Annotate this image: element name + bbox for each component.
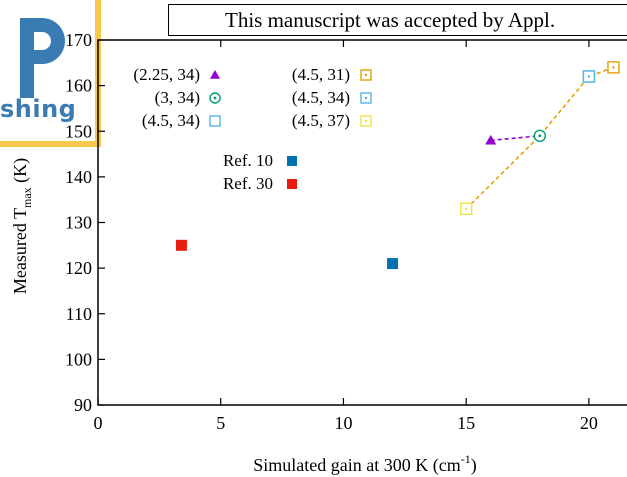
legend-label: (4.5, 31) bbox=[292, 65, 350, 84]
legend-label: Ref. 30 bbox=[223, 174, 273, 193]
marker-dot bbox=[213, 96, 217, 100]
x-tick-label: 15 bbox=[457, 413, 475, 433]
marker-dot bbox=[538, 134, 542, 138]
legend-label: (4.5, 37) bbox=[292, 111, 350, 130]
y-tick-label: 110 bbox=[66, 304, 92, 324]
marker-dot bbox=[364, 119, 368, 123]
y-tick-label: 170 bbox=[65, 30, 92, 50]
y-axis-label: Measured Tmax (K) bbox=[10, 158, 34, 294]
x-tick-label: 5 bbox=[216, 413, 225, 433]
data-point bbox=[582, 70, 596, 83]
chart-legend: (2.25, 34) (3, 34) (4.5, 34) (4.5, 31) (4.5,… bbox=[133, 65, 372, 193]
marker-dot bbox=[612, 66, 615, 69]
chart-axes: 0 5 10 15 20 90 100 110 120 130 140 150 160 170 bbox=[65, 30, 627, 433]
x-tick-label: 10 bbox=[334, 413, 352, 433]
series-line bbox=[465, 66, 614, 210]
chart-points bbox=[175, 61, 620, 270]
x-axis-label: Simulated gain at 300 K (cm-1) bbox=[253, 452, 476, 476]
legend-label: (4.5, 34) bbox=[142, 111, 200, 130]
publishing-logo-icon bbox=[20, 18, 65, 98]
legend-marker bbox=[360, 92, 372, 104]
marker-dot bbox=[364, 96, 368, 100]
legend-marker bbox=[287, 156, 297, 166]
data-point bbox=[607, 61, 620, 74]
data-point bbox=[387, 258, 399, 270]
y-tick-label: 160 bbox=[65, 76, 92, 96]
chart-lines bbox=[465, 66, 614, 210]
y-tick-label: 120 bbox=[65, 258, 92, 278]
marker-dot bbox=[464, 207, 468, 211]
x-tick-label: 0 bbox=[94, 413, 103, 433]
data-point bbox=[533, 129, 547, 143]
marker-dot bbox=[364, 73, 368, 77]
y-tick-label: 100 bbox=[65, 349, 92, 369]
y-tick-label: 150 bbox=[65, 121, 92, 141]
legend-label: (2.25, 34) bbox=[133, 65, 200, 84]
legend-label: (3, 34) bbox=[155, 88, 200, 107]
legend-label: (4.5, 34) bbox=[292, 88, 350, 107]
manuscript-banner: This manuscript was accepted by Appl. bbox=[168, 4, 627, 36]
legend-marker bbox=[287, 179, 297, 189]
legend-label: Ref. 10 bbox=[223, 151, 273, 170]
y-tick-label: 140 bbox=[65, 167, 92, 187]
logo-text: shing bbox=[0, 95, 77, 123]
legend-marker bbox=[209, 115, 221, 127]
banner-text: This manuscript was accepted by Appl. bbox=[225, 8, 556, 32]
logo-accent-underline bbox=[0, 141, 101, 147]
y-tick-label: 130 bbox=[65, 213, 92, 233]
y-tick-label: 90 bbox=[74, 395, 92, 415]
marker-dot bbox=[587, 75, 591, 78]
legend-marker bbox=[210, 70, 220, 79]
series-line bbox=[490, 135, 540, 142]
legend-marker bbox=[209, 92, 221, 104]
x-tick-label: 20 bbox=[580, 413, 598, 433]
data-point bbox=[459, 202, 473, 216]
legend-marker bbox=[360, 115, 372, 127]
legend-marker bbox=[360, 69, 372, 81]
data-point bbox=[485, 134, 497, 145]
data-point bbox=[175, 239, 187, 251]
